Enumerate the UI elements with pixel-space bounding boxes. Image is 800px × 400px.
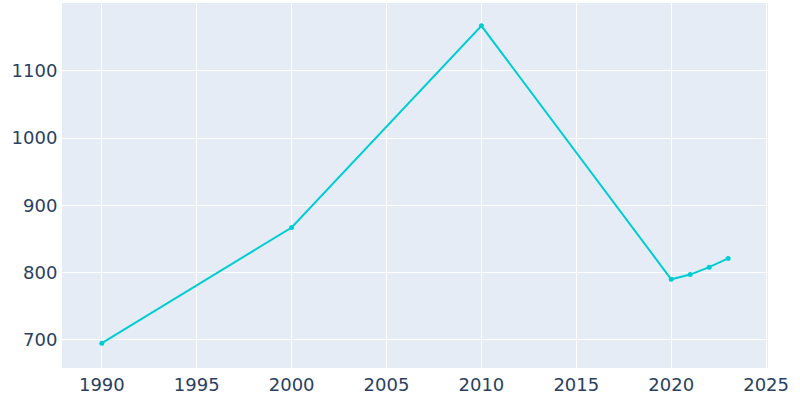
svg-text:2025: 2025 (743, 374, 789, 395)
svg-text:2005: 2005 (364, 374, 410, 395)
svg-text:700: 700 (23, 329, 57, 350)
svg-text:1000: 1000 (12, 127, 58, 148)
svg-text:2010: 2010 (459, 374, 505, 395)
svg-text:1990: 1990 (79, 374, 125, 395)
svg-text:2020: 2020 (648, 374, 694, 395)
svg-text:900: 900 (23, 195, 57, 216)
svg-text:1995: 1995 (174, 374, 220, 395)
svg-text:800: 800 (23, 262, 57, 283)
svg-text:2015: 2015 (553, 374, 599, 395)
svg-text:1100: 1100 (12, 60, 58, 81)
svg-text:2000: 2000 (269, 374, 315, 395)
